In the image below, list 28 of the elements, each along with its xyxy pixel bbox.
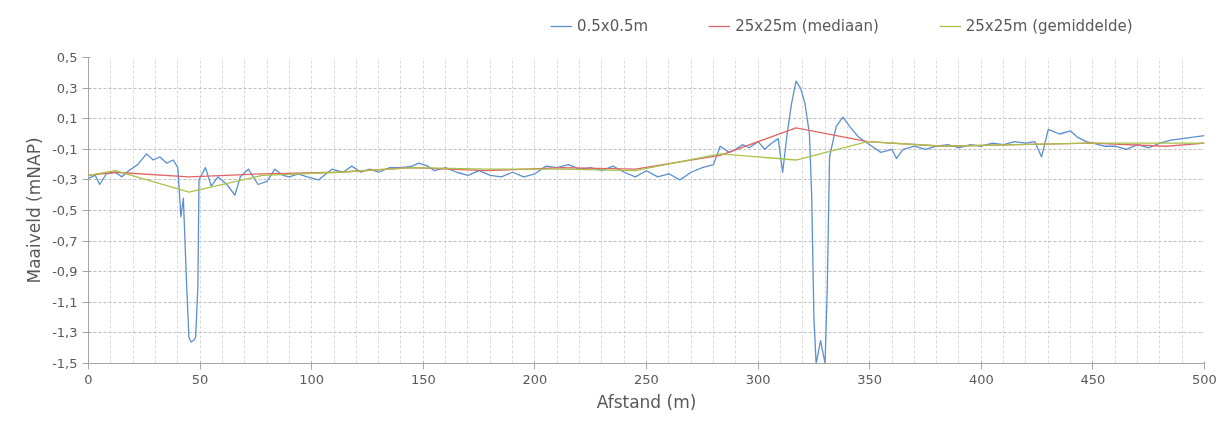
legend-label: 0.5x0.5m xyxy=(577,17,649,35)
x-tick-label: 0 xyxy=(84,371,93,387)
x-tick-label: 400 xyxy=(968,371,994,387)
x-tick-label: 300 xyxy=(745,371,771,387)
y-tick-label: -0,3 xyxy=(52,172,78,188)
legend-label: 25x25m (mediaan) xyxy=(735,17,879,35)
y-tick-label: 0,5 xyxy=(56,50,78,65)
y-tick-label: 0,1 xyxy=(56,111,78,127)
x-tick-label: 350 xyxy=(857,371,883,387)
y-tick-label: -0,5 xyxy=(52,203,78,218)
x-tick-label: 450 xyxy=(1080,371,1106,387)
y-tick-label: -1,3 xyxy=(52,325,78,341)
x-tick-label: 150 xyxy=(410,371,436,387)
x-tick-label: 250 xyxy=(634,371,659,387)
legend-label: 25x25m (gemiddelde) xyxy=(965,17,1133,35)
y-tick-label: 0,3 xyxy=(56,80,78,96)
x-tick-label: 50 xyxy=(191,371,209,387)
x-tick-label: 500 xyxy=(1192,371,1217,387)
x-tick-label: 200 xyxy=(522,371,548,387)
y-tick-label: -0,7 xyxy=(52,233,78,249)
y-tick-label: -0,1 xyxy=(52,141,78,157)
y-tick-label: -1,5 xyxy=(52,356,78,371)
x-tick-label: 100 xyxy=(299,371,325,387)
y-tick-label: -0,9 xyxy=(52,264,78,280)
line-series xyxy=(88,141,1205,193)
y-tick-label: -1,1 xyxy=(52,294,78,310)
y-axis-title: Maaiveld (mNAP) xyxy=(24,137,45,284)
x-axis-title: Afstand (m) xyxy=(596,391,697,412)
